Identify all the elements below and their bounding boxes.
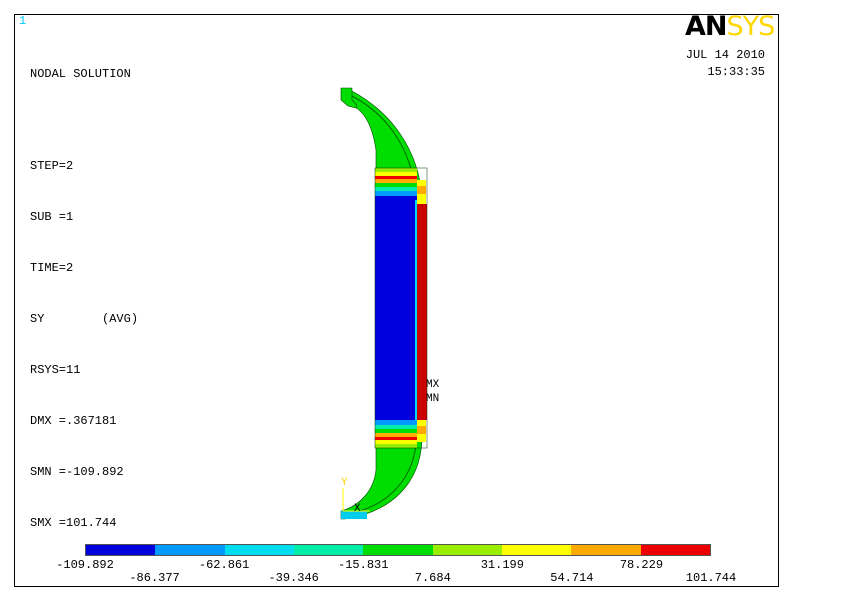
component-label: SY (AVG) <box>30 312 139 326</box>
cylinder-cyan-strip <box>415 200 417 420</box>
lower-band <box>375 444 417 448</box>
lower-band <box>375 440 417 444</box>
legend-value-label: 78.229 <box>619 558 664 572</box>
lower-band <box>375 429 417 433</box>
lower-band <box>375 433 417 437</box>
lower-band <box>375 425 417 429</box>
base-element <box>341 511 367 519</box>
time-text: 15:33:35 <box>707 65 765 79</box>
legend-value-label: -109.892 <box>56 558 114 572</box>
sub-value: SUB =1 <box>30 210 74 224</box>
cylinder-inner <box>375 196 417 420</box>
max-marker-label: MX <box>426 379 440 391</box>
legend-color-segment <box>640 545 710 555</box>
upper-band <box>375 191 417 196</box>
legend-color-segment <box>224 545 294 555</box>
cylinder-outline <box>374 167 428 449</box>
time-value: TIME=2 <box>30 261 74 275</box>
dmx-value: DMX =.367181 <box>30 414 117 428</box>
upper-band <box>375 179 417 183</box>
legend-color-segment <box>86 545 156 555</box>
logo-part-an: AN <box>685 11 727 42</box>
lower-band <box>375 437 417 440</box>
date-text: JUL 14 2010 <box>685 48 765 62</box>
smn-value: SMN =-109.892 <box>30 465 124 479</box>
solution-title: NODAL SOLUTION <box>30 67 131 81</box>
solution-info: NODAL SOLUTION STEP=2 SUB =1 TIME=2 SY (… <box>30 32 138 549</box>
logo-part-sys: SYS <box>726 11 776 42</box>
timestamp: JUL 14 2010 15:33:35 <box>650 47 765 81</box>
smx-value: SMX =101.744 <box>30 516 117 530</box>
legend-value-label: -15.831 <box>338 558 389 572</box>
legend-color-segment <box>501 545 572 555</box>
upper-band-outer <box>417 186 426 194</box>
min-marker-label: MN <box>426 393 440 405</box>
legend-value-label: -39.346 <box>268 571 319 585</box>
upper-band <box>375 183 417 187</box>
contour-legend-bar <box>85 544 711 556</box>
legend-color-segment <box>293 545 364 555</box>
window-number: 1 <box>19 14 27 28</box>
legend-color-segment <box>155 545 225 555</box>
y-axis-label: Y <box>341 477 348 489</box>
legend-value-label: -86.377 <box>129 571 180 585</box>
rsys-value: RSYS=11 <box>30 363 81 377</box>
upper-band <box>375 168 417 172</box>
upper-band <box>375 187 417 191</box>
legend-value-label: -62.861 <box>198 558 250 572</box>
lower-band <box>375 420 417 425</box>
ansys-logo: ANSYS <box>685 11 776 42</box>
lower-band-outer <box>417 426 426 434</box>
legend-value-label: 101.744 <box>685 571 737 585</box>
nozzle-lip <box>340 87 358 109</box>
legend-value-label: 54.714 <box>550 571 594 585</box>
legend-color-segment <box>432 545 502 555</box>
upper-band <box>375 176 417 179</box>
upper-band <box>375 172 417 176</box>
legend-value-label: 7.684 <box>414 571 451 585</box>
x-axis-label: X <box>354 503 361 515</box>
legend-color-segment <box>571 545 641 555</box>
legend-value-label: 31.199 <box>480 558 524 572</box>
legend-color-segment <box>363 545 433 555</box>
step-value: STEP=2 <box>30 159 74 173</box>
cylinder-outer <box>417 204 427 420</box>
